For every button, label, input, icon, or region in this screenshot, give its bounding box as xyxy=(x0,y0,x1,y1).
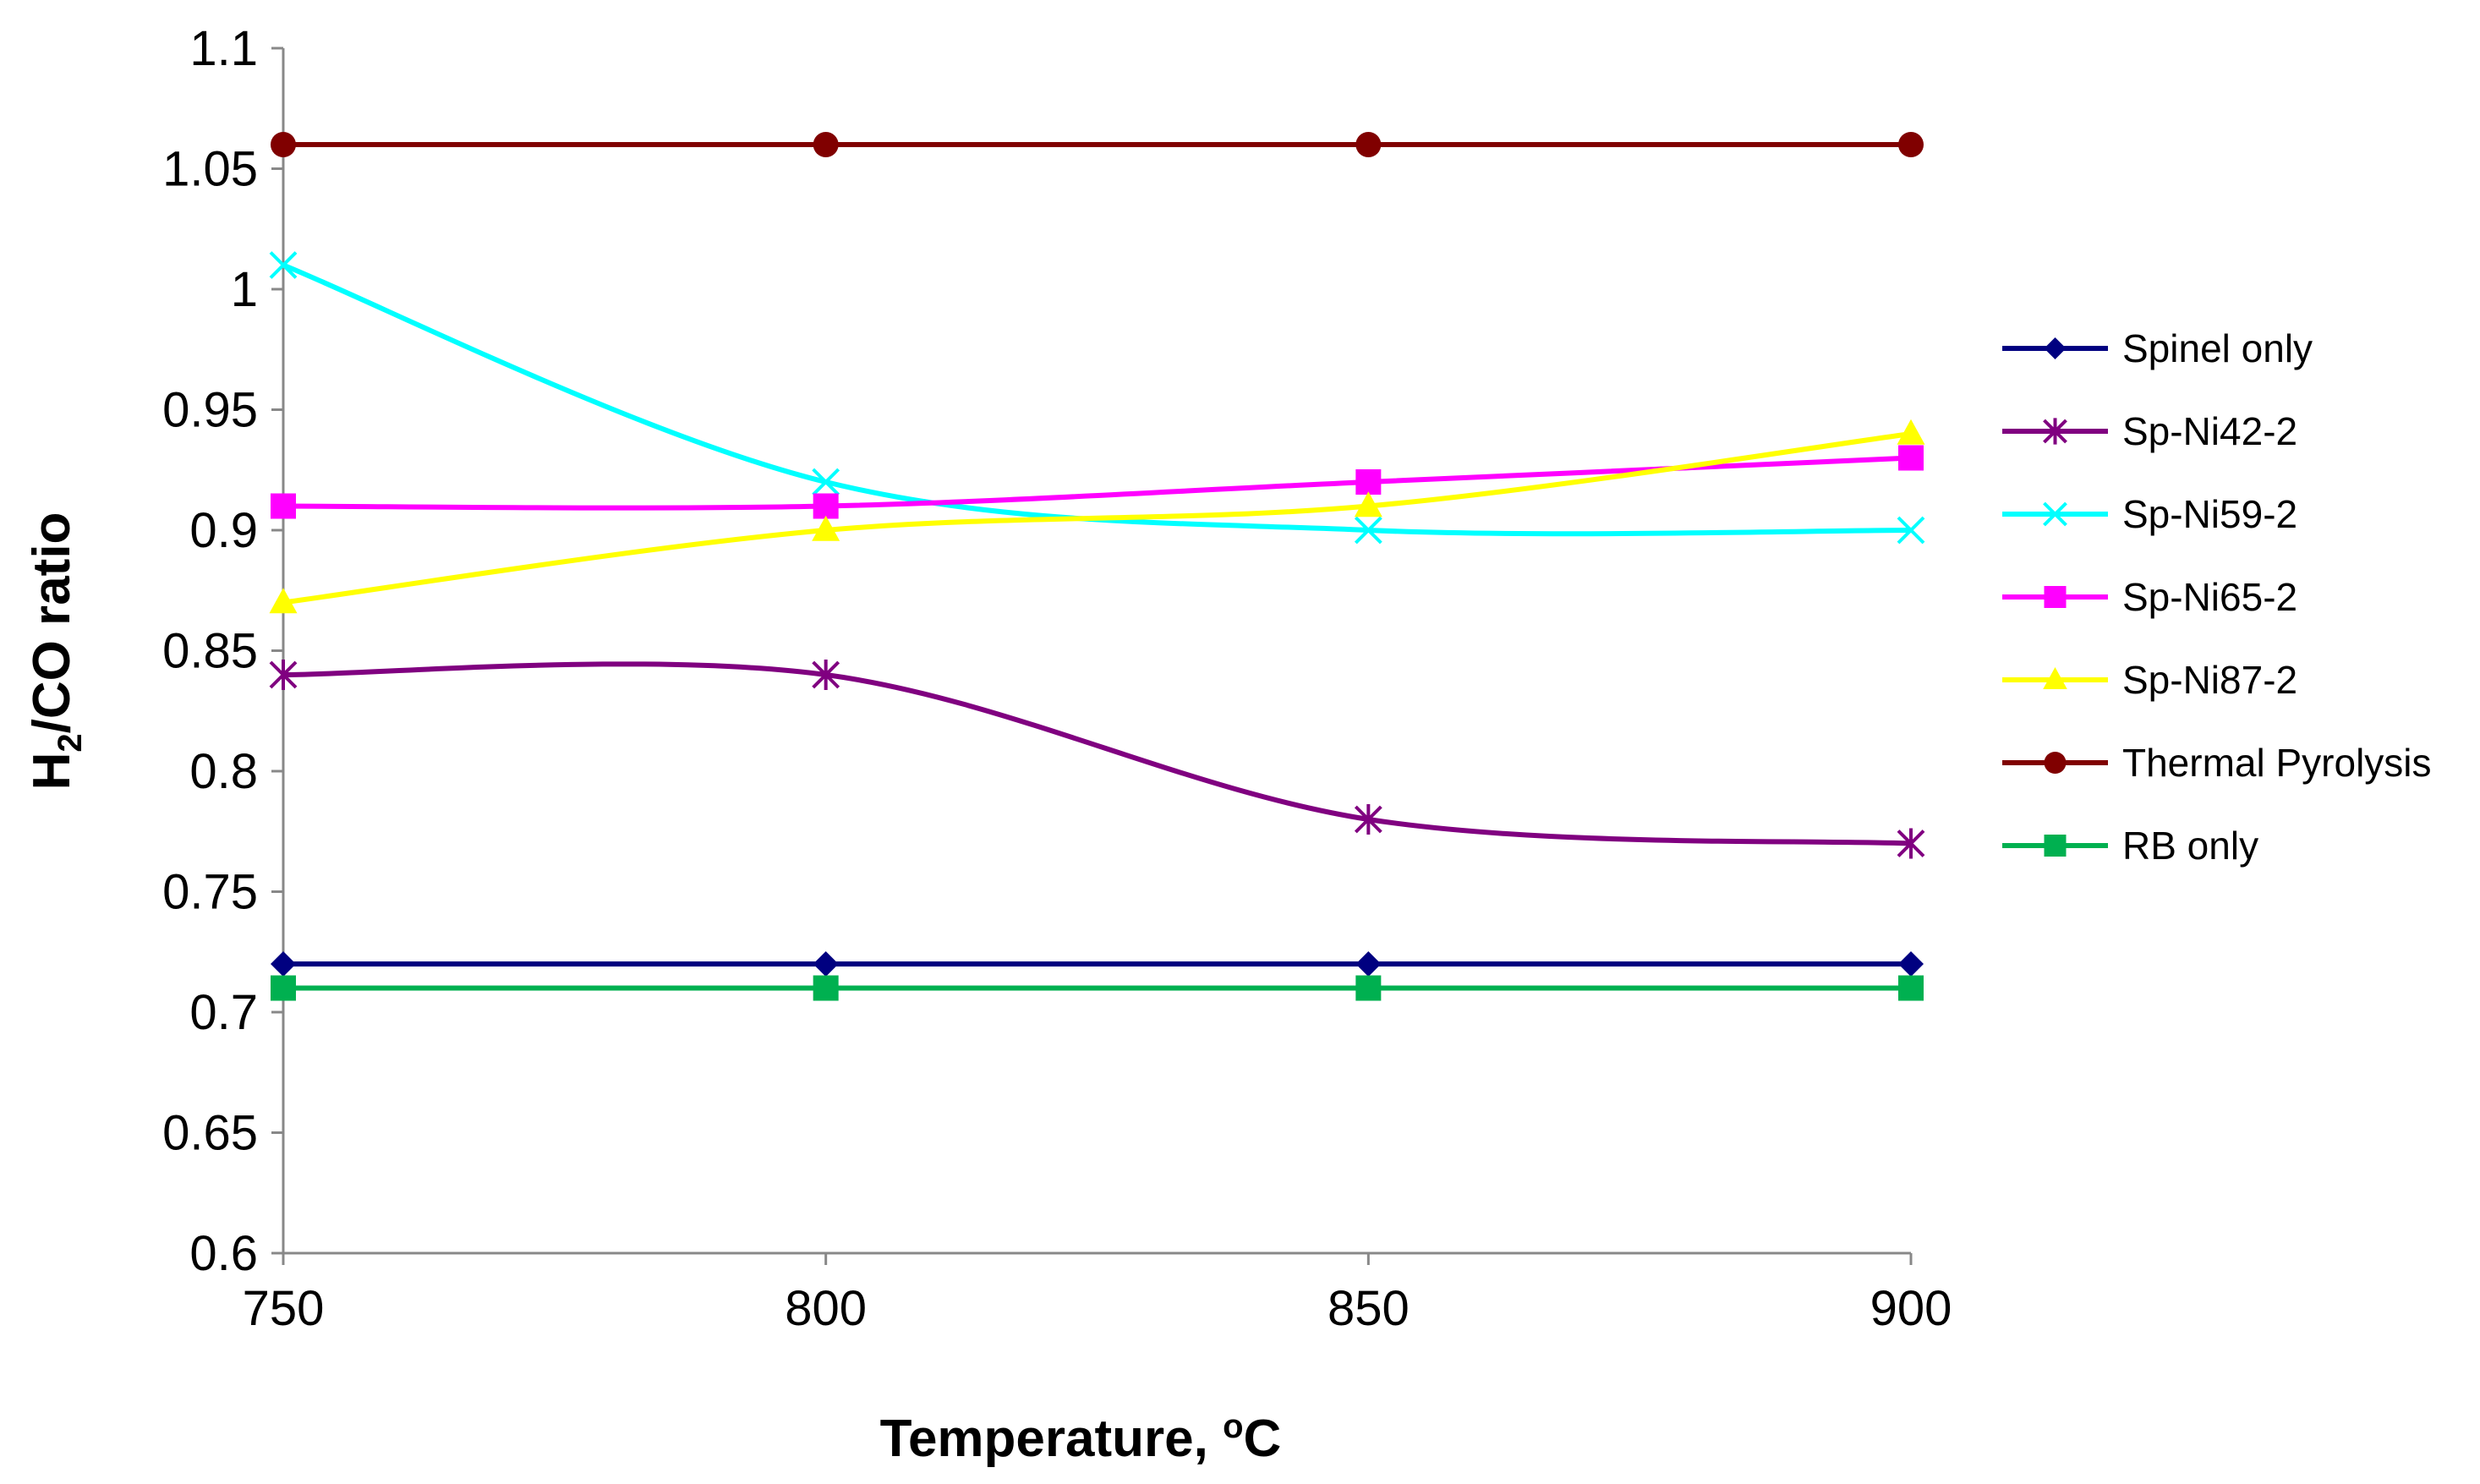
data-point xyxy=(1354,491,1382,517)
legend-marker xyxy=(2043,501,2067,527)
data-point xyxy=(271,951,296,977)
legend-label: RB only xyxy=(2122,824,2258,868)
legend-marker xyxy=(2043,667,2067,690)
x-tick-label: 800 xyxy=(785,1281,867,1336)
legend-label: Thermal Pyrolysis xyxy=(2122,741,2432,785)
y-ticks: 0.6 0.65 0.7 0.75 0.8 0.85 0.9 0.95 1 1.05 1.1 xyxy=(162,21,283,1281)
y-tick-label: 0.85 xyxy=(162,624,258,679)
x-tick-label: 900 xyxy=(1870,1281,1952,1336)
data-point xyxy=(1898,132,1924,157)
y-tick-label: 0.9 xyxy=(189,503,258,558)
legend-item: Sp-Ni87-2 xyxy=(2002,658,2297,702)
legend-label: Sp-Ni59-2 xyxy=(2122,492,2297,536)
data-point xyxy=(812,468,840,496)
legend: Spinel only Sp-Ni42-2 Sp-Ni59-2 Sp-Ni65-2 Sp… xyxy=(2002,326,2432,868)
y-tick-label: 0.7 xyxy=(189,985,258,1040)
axes xyxy=(282,48,1911,1255)
y-tick-label: 0.6 xyxy=(189,1226,258,1281)
data-point xyxy=(269,251,298,279)
data-point xyxy=(1897,516,1925,545)
legend-marker xyxy=(2044,752,2067,774)
data-point xyxy=(812,515,840,541)
legend-label: Spinel only xyxy=(2122,326,2313,370)
data-point xyxy=(813,951,839,977)
data-point xyxy=(813,493,839,519)
data-point xyxy=(269,660,298,690)
x-ticks: 750 800 850 900 xyxy=(243,1253,1952,1336)
data-point xyxy=(1898,445,1924,471)
y-axis-title: H2/CO ratio xyxy=(23,512,89,791)
x-axis-title: Temperature, oC xyxy=(880,1408,1282,1468)
series-sp-ni87-2 xyxy=(269,419,1925,614)
series-spinel-only xyxy=(271,951,1924,977)
data-point xyxy=(813,132,839,157)
data-point xyxy=(1355,975,1382,1001)
data-point xyxy=(271,493,296,519)
y-tick-label: 0.75 xyxy=(162,865,258,920)
series-layer xyxy=(269,132,1925,1001)
data-point xyxy=(813,975,839,1001)
data-point xyxy=(271,975,296,1001)
y-axis-title-subscript: 2 xyxy=(52,733,89,752)
legend-label: Sp-Ni87-2 xyxy=(2122,658,2297,702)
series-sp-ni42-2 xyxy=(269,660,1925,859)
data-point xyxy=(1354,516,1382,545)
data-point xyxy=(269,588,298,614)
legend-label: Sp-Ni42-2 xyxy=(2122,409,2297,453)
y-tick-label: 0.65 xyxy=(162,1106,258,1161)
y-tick-label: 0.95 xyxy=(162,383,258,438)
legend-item: Thermal Pyrolysis xyxy=(2002,741,2432,785)
y-tick-label: 1.1 xyxy=(189,21,258,76)
data-point xyxy=(271,132,296,157)
y-tick-label: 1 xyxy=(231,262,258,317)
legend-item: Spinel only xyxy=(2002,326,2313,370)
series-sp-ni65-2 xyxy=(271,445,1924,519)
legend-marker xyxy=(2044,586,2067,608)
data-point xyxy=(1898,975,1924,1001)
data-point xyxy=(1898,951,1924,977)
legend-marker xyxy=(2043,418,2067,445)
data-point xyxy=(1355,951,1382,977)
legend-marker xyxy=(2044,835,2067,857)
series-rb-only xyxy=(271,975,1924,1001)
x-tick-label: 750 xyxy=(243,1281,325,1336)
series-line xyxy=(282,661,1912,846)
legend-item: Sp-Ni59-2 xyxy=(2002,492,2297,536)
legend-item: RB only xyxy=(2002,824,2258,868)
y-tick-label: 0.8 xyxy=(189,744,258,799)
x-axis-title-superscript: o xyxy=(1223,1408,1243,1445)
data-point xyxy=(1355,469,1382,495)
data-point xyxy=(812,660,840,690)
series-sp-ni59-2 xyxy=(269,251,1925,545)
legend-marker xyxy=(2044,337,2067,359)
data-point xyxy=(1354,804,1382,835)
x-tick-label: 850 xyxy=(1328,1281,1410,1336)
series-line xyxy=(282,455,1912,511)
data-point xyxy=(1897,828,1925,859)
legend-label: Sp-Ni65-2 xyxy=(2122,575,2297,619)
legend-item: Sp-Ni65-2 xyxy=(2002,575,2297,619)
series-thermal-pyrolysis xyxy=(271,132,1924,157)
data-point xyxy=(1897,419,1925,445)
series-line xyxy=(282,431,1912,605)
y-tick-label: 1.05 xyxy=(162,142,258,197)
data-point xyxy=(1355,132,1382,157)
legend-item: Sp-Ni42-2 xyxy=(2002,409,2297,453)
